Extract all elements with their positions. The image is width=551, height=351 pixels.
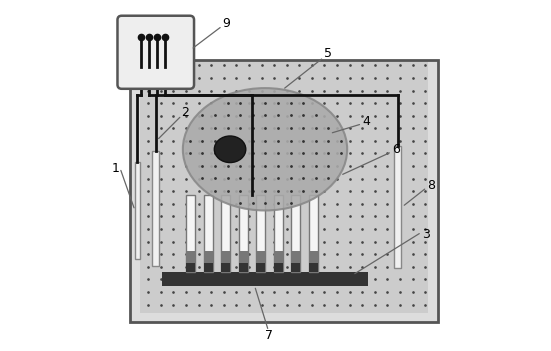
Bar [309, 263, 318, 272]
Text: 4: 4 [363, 115, 370, 128]
Bar [256, 263, 266, 272]
Text: 9: 9 [223, 17, 230, 30]
Bar [131, 312, 438, 322]
Bar [204, 263, 213, 272]
Bar [291, 195, 300, 272]
Bar [274, 195, 283, 272]
Bar [239, 251, 248, 272]
Text: 6: 6 [392, 143, 400, 156]
Ellipse shape [183, 88, 347, 211]
Bar [239, 263, 248, 272]
Bar [131, 60, 438, 322]
Bar [291, 263, 300, 272]
Bar [309, 251, 318, 272]
Text: 2: 2 [181, 106, 188, 119]
Ellipse shape [214, 136, 246, 163]
Bar [222, 251, 230, 272]
Text: 1: 1 [111, 162, 120, 175]
Text: 8: 8 [427, 179, 435, 192]
Text: 3: 3 [422, 229, 430, 241]
Bar [131, 60, 140, 322]
Bar [395, 146, 401, 268]
Bar [291, 251, 300, 272]
Bar [152, 151, 159, 266]
Bar [186, 263, 196, 272]
Bar [256, 195, 266, 272]
Bar [309, 195, 318, 272]
Bar [186, 195, 196, 272]
Bar [204, 195, 213, 272]
Bar [186, 251, 196, 272]
Bar [135, 161, 139, 259]
Bar [131, 60, 438, 322]
Bar [239, 195, 248, 272]
Bar [222, 263, 230, 272]
Text: 5: 5 [324, 47, 332, 60]
Bar [162, 272, 368, 286]
Bar [222, 195, 230, 272]
Bar [428, 60, 438, 322]
Text: 7: 7 [264, 329, 273, 342]
Bar [274, 263, 283, 272]
FancyBboxPatch shape [117, 16, 194, 89]
Bar [204, 251, 213, 272]
Bar [256, 251, 266, 272]
Bar [274, 251, 283, 272]
